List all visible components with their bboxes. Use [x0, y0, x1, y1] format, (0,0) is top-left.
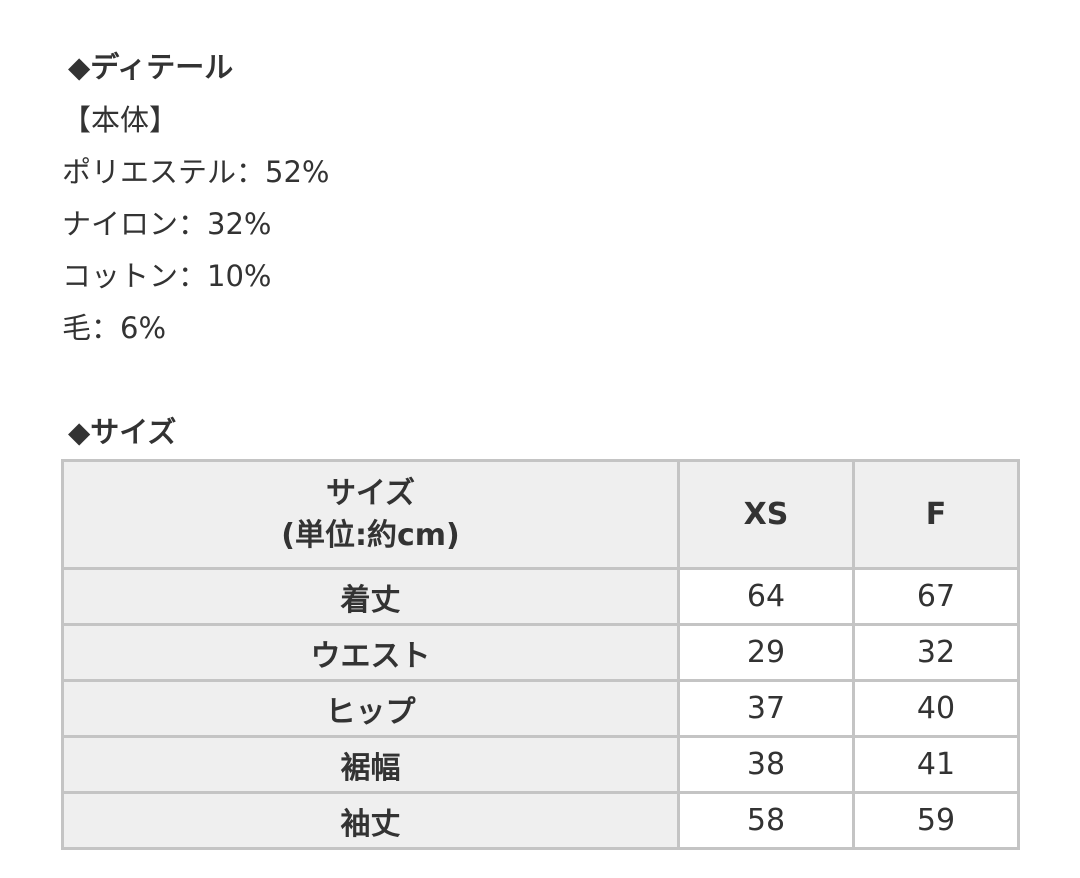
row-label: ウエスト [61, 623, 680, 682]
header-size-cell: サイズ (単位:約cm) [61, 459, 680, 570]
table-header-row: サイズ (単位:約cm) XS F [61, 459, 1020, 570]
material-line: 毛：6% [62, 311, 167, 345]
detail-heading: ◆ディテール [68, 50, 234, 84]
size-table: サイズ (単位:約cm) XS F 着丈 64 67 ウエスト 29 32 ヒップ 37 40… [61, 459, 1020, 850]
header-unit-label: (単位:約cm) [281, 517, 460, 553]
table-row: 袖丈 58 59 [61, 791, 1020, 850]
cell-f: 32 [852, 623, 1020, 682]
material-line: ナイロン：32% [62, 207, 272, 241]
table-row: 裾幅 38 41 [61, 735, 1020, 794]
table-row: ヒップ 37 40 [61, 679, 1020, 738]
material-line: ポリエステル：52% [62, 155, 330, 189]
cell-xs: 37 [677, 679, 855, 738]
table-row: ウエスト 29 32 [61, 623, 1020, 682]
material-line: コットン：10% [62, 259, 272, 293]
row-label: 着丈 [61, 567, 680, 626]
row-label: 裾幅 [61, 735, 680, 794]
size-heading: ◆サイズ [68, 415, 177, 449]
table-row: 着丈 64 67 [61, 567, 1020, 626]
cell-xs: 64 [677, 567, 855, 626]
cell-xs: 29 [677, 623, 855, 682]
body-section-label: 【本体】 [62, 103, 179, 137]
cell-f: 59 [852, 791, 1020, 850]
cell-f: 41 [852, 735, 1020, 794]
column-header-f: F [852, 459, 1020, 570]
row-label: 袖丈 [61, 791, 680, 850]
cell-f: 67 [852, 567, 1020, 626]
header-size-label: サイズ [325, 475, 416, 511]
cell-f: 40 [852, 679, 1020, 738]
column-header-xs: XS [677, 459, 855, 570]
cell-xs: 58 [677, 791, 855, 850]
row-label: ヒップ [61, 679, 680, 738]
cell-xs: 38 [677, 735, 855, 794]
